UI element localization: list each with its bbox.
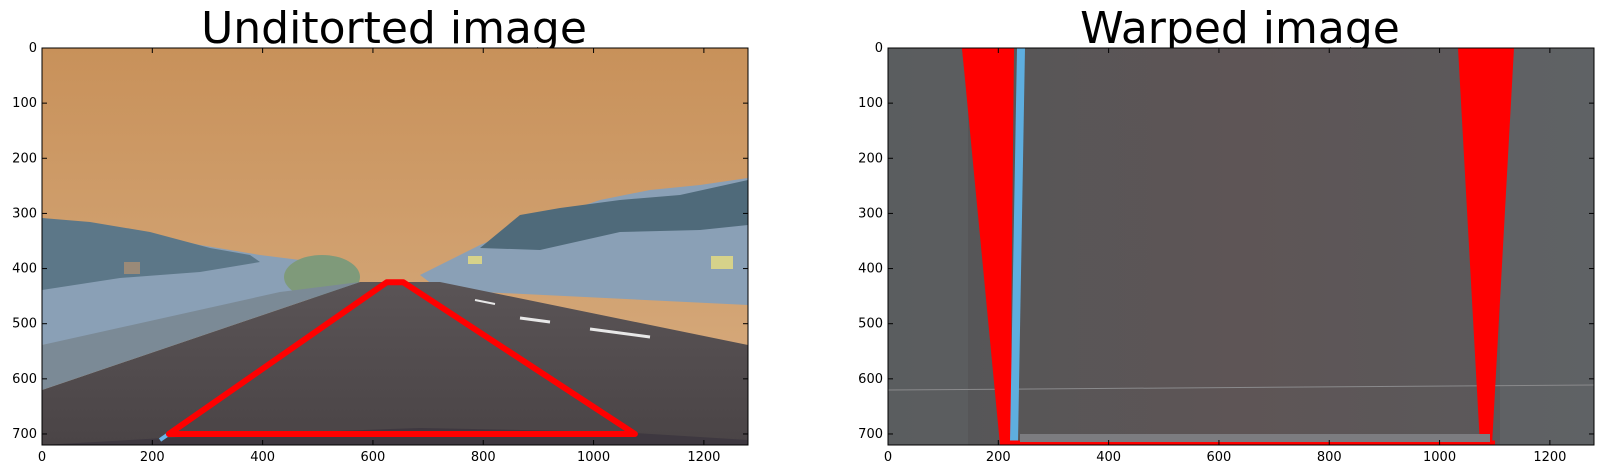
x-tick-label: 1200 — [1533, 450, 1566, 465]
x-tick-label: 1200 — [687, 450, 720, 465]
axes-frame — [41, 47, 749, 446]
panel-warped: Warped image 0 200 400 600 800 1000 1200 0 100 20… — [858, 3, 1595, 465]
y-tick-label: 300 — [858, 206, 883, 221]
x-tick-label: 600 — [1207, 450, 1232, 465]
y-tick-label: 100 — [858, 96, 883, 111]
panel-2-ticks: 0 200 400 600 800 1000 1200 0 100 200 300 400 500 600… — [858, 41, 1594, 465]
y-tick-label: 0 — [29, 41, 37, 56]
axes-frame — [887, 47, 1595, 446]
image-warped — [887, 47, 1595, 446]
warped-left-lane-line — [1010, 47, 1025, 443]
left-hill-vegetation — [42, 218, 260, 290]
panel-1-ticks: 0 200 400 600 800 1000 1200 0 100 200 300 400 500 600… — [12, 41, 748, 465]
warped-hood — [1020, 434, 1490, 442]
right-hill-vegetation — [480, 180, 748, 250]
y-tick-label: 0 — [875, 41, 883, 56]
x-tick-label: 800 — [471, 450, 496, 465]
shade — [1500, 48, 1594, 445]
y-tick-label: 500 — [12, 317, 37, 332]
y-tick-label: 200 — [12, 151, 37, 166]
right-lane-dash — [474, 299, 496, 305]
image-undistorted — [42, 48, 748, 445]
y-tick-label: 100 — [12, 96, 37, 111]
x-tick-label: 0 — [38, 450, 46, 465]
x-tick-label: 400 — [250, 450, 275, 465]
roadside — [42, 282, 360, 390]
road — [42, 282, 748, 445]
y-tick-label: 400 — [12, 262, 37, 277]
shade — [888, 48, 968, 445]
overlay-polygon — [165, 279, 638, 437]
x-tick-label: 1000 — [1423, 450, 1456, 465]
y-tick-label: 700 — [12, 427, 37, 442]
panel-1-title: Unditorted image — [201, 3, 587, 54]
panel-2-title: Warped image — [1080, 3, 1400, 54]
right-lane-dash — [589, 327, 651, 339]
panel-undistorted: Unditorted image 0 200 400 600 800 1000 12 — [12, 3, 749, 465]
x-tick-label: 0 — [884, 450, 892, 465]
x-tick-label: 1000 — [577, 450, 610, 465]
x-tick-label: 800 — [1317, 450, 1342, 465]
warped-left-lane-fill — [962, 48, 1012, 445]
y-tick-label: 200 — [858, 151, 883, 166]
x-tick-label: 400 — [1096, 450, 1121, 465]
warped-right-lane-fill — [1458, 48, 1514, 445]
road-sign — [711, 256, 733, 269]
x-tick-label: 600 — [361, 450, 386, 465]
y-tick-label: 500 — [858, 317, 883, 332]
y-tick-label: 400 — [858, 262, 883, 277]
x-tick-label: 200 — [986, 450, 1011, 465]
x-tick-label: 200 — [140, 450, 165, 465]
y-tick-label: 700 — [858, 427, 883, 442]
road-sign — [468, 256, 482, 264]
y-tick-label: 600 — [12, 372, 37, 387]
road-sign — [124, 262, 140, 274]
y-tick-label: 600 — [858, 372, 883, 387]
y-tick-label: 300 — [12, 206, 37, 221]
right-lane-dash — [519, 316, 551, 324]
